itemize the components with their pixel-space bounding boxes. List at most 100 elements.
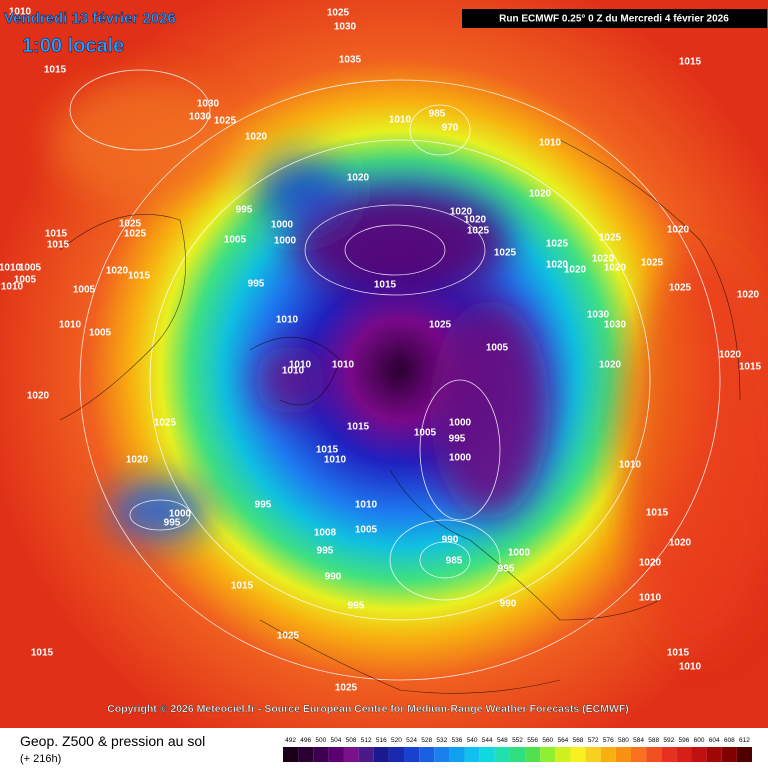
scale-label: 492 bbox=[285, 737, 296, 744]
scale-swatch bbox=[434, 747, 450, 762]
isobar-label: 1025 bbox=[119, 219, 142, 230]
isobar-label: 995 bbox=[164, 518, 181, 529]
isobar-label: 1020 bbox=[347, 173, 370, 184]
isobar-label: 1025 bbox=[669, 283, 692, 294]
scale-swatch bbox=[736, 747, 752, 762]
color-scale: 492 496 500 504 508 512 516 520 524 528 532 536 540 5… bbox=[283, 737, 752, 762]
scale-swatch bbox=[404, 747, 420, 762]
isobar-label: 1020 bbox=[599, 360, 622, 371]
isobar-label: 1010 bbox=[59, 320, 82, 331]
run-banner bbox=[462, 9, 767, 28]
scale-swatch bbox=[283, 747, 299, 762]
isobar-label: 1020 bbox=[106, 266, 129, 277]
isobar-label: 1000 bbox=[274, 236, 297, 247]
isobar-label: 1025 bbox=[599, 233, 622, 244]
scale-swatch bbox=[630, 747, 647, 762]
isobar-label: 1010 bbox=[9, 7, 32, 18]
scale-label: 612 bbox=[739, 737, 750, 744]
scale-swatch bbox=[691, 747, 707, 762]
isobar-label: 1005 bbox=[73, 285, 96, 296]
isobar-label: 1020 bbox=[126, 455, 149, 466]
scale-swatch bbox=[419, 747, 435, 762]
scale-label: 608 bbox=[724, 737, 735, 744]
scale-swatch bbox=[585, 747, 601, 762]
isobar-label: 1020 bbox=[639, 558, 662, 569]
isobar-label: 995 bbox=[317, 546, 334, 557]
isobar-label: 1020 bbox=[546, 260, 569, 271]
isobar-label: 1000 bbox=[449, 418, 472, 429]
isobar-label: 1000 bbox=[169, 509, 192, 520]
isobar-label: 1015 bbox=[47, 240, 70, 251]
lead-time: (+ 216h) bbox=[20, 753, 61, 765]
scale-swatch bbox=[358, 747, 374, 762]
isobar-label: 1025 bbox=[335, 683, 358, 694]
isobar-label: 1030 bbox=[197, 99, 220, 110]
scale-swatch bbox=[388, 747, 405, 762]
isobar-label: 1025 bbox=[277, 631, 300, 642]
scale-swatch bbox=[313, 747, 329, 762]
isobar-label: 990 bbox=[500, 599, 517, 610]
scale-label: 564 bbox=[557, 737, 568, 744]
scale-label: 596 bbox=[678, 737, 689, 744]
scale-label: 600 bbox=[694, 737, 705, 744]
isobar-label: 1025 bbox=[214, 116, 237, 127]
isobar-label: 1015 bbox=[347, 422, 370, 433]
isobar-label: 1020 bbox=[719, 350, 742, 361]
isobar-label: 1015 bbox=[739, 362, 762, 373]
isobar-label: 1010 bbox=[355, 500, 378, 511]
isobar-label: 1015 bbox=[44, 65, 67, 76]
isobar-label: 1035 bbox=[339, 55, 362, 66]
scale-label: 568 bbox=[573, 737, 584, 744]
isobar-label: 1010 bbox=[619, 460, 642, 471]
scale-label: 504 bbox=[331, 737, 342, 744]
scale-swatch bbox=[479, 747, 495, 762]
scale-label: 572 bbox=[588, 737, 599, 744]
scale-swatch bbox=[721, 747, 737, 762]
scale-label: 548 bbox=[497, 737, 508, 744]
isobar-label: 995 bbox=[348, 601, 365, 612]
isobar-label: 995 bbox=[449, 434, 466, 445]
isobar-label: 1000 bbox=[271, 220, 294, 231]
isobar-label: 1010 bbox=[289, 360, 312, 371]
scale-label: 508 bbox=[346, 737, 357, 744]
isobar-label: 1030 bbox=[587, 310, 610, 321]
scale-label: 560 bbox=[542, 737, 553, 744]
isobar-label: 1005 bbox=[224, 235, 247, 246]
isobar-label: 1015 bbox=[667, 648, 690, 659]
scale-label: 552 bbox=[512, 737, 523, 744]
scale-swatch bbox=[570, 747, 586, 762]
isobar-label: 1015 bbox=[316, 445, 339, 456]
scale-swatch bbox=[509, 747, 526, 762]
scale-swatch bbox=[600, 747, 616, 762]
isobar-label: 1008 bbox=[314, 528, 337, 539]
isobar-label: 1025 bbox=[467, 226, 490, 237]
scale-label: 500 bbox=[315, 737, 326, 744]
scale-label: 540 bbox=[467, 737, 478, 744]
isobar-label: 995 bbox=[248, 279, 265, 290]
isobar-label: 1010 bbox=[0, 263, 22, 274]
isobar-label: 1015 bbox=[374, 280, 397, 291]
isobar-label: 995 bbox=[236, 205, 253, 216]
valid-date: Vendredi 13 février 2026 bbox=[4, 10, 176, 27]
isobar-label: 1020 bbox=[564, 265, 587, 276]
scale-label: 604 bbox=[709, 737, 720, 744]
chart-title: Geop. Z500 & pression au sol bbox=[20, 733, 205, 749]
scale-swatch bbox=[343, 747, 359, 762]
scale-swatch bbox=[615, 747, 631, 762]
isobar-label: 995 bbox=[255, 500, 272, 511]
isobar-label: 1025 bbox=[124, 229, 147, 240]
isobar-label: 1015 bbox=[679, 57, 702, 68]
isobar-label: 985 bbox=[446, 556, 463, 567]
scale-swatch bbox=[328, 747, 344, 762]
isobar-label: 1025 bbox=[327, 8, 350, 19]
scale-swatch bbox=[373, 747, 389, 762]
scale-label: 556 bbox=[527, 737, 538, 744]
scale-swatch bbox=[646, 747, 662, 762]
isobar-label: 1030 bbox=[189, 112, 212, 123]
scale-label: 496 bbox=[300, 737, 311, 744]
copyright: Copyright © 2026 Meteociel.fr - Source E… bbox=[107, 703, 629, 715]
isobar-label: 1005 bbox=[486, 343, 509, 354]
isobar-label: 1010 bbox=[1, 282, 24, 293]
scale-label: 512 bbox=[361, 737, 372, 744]
